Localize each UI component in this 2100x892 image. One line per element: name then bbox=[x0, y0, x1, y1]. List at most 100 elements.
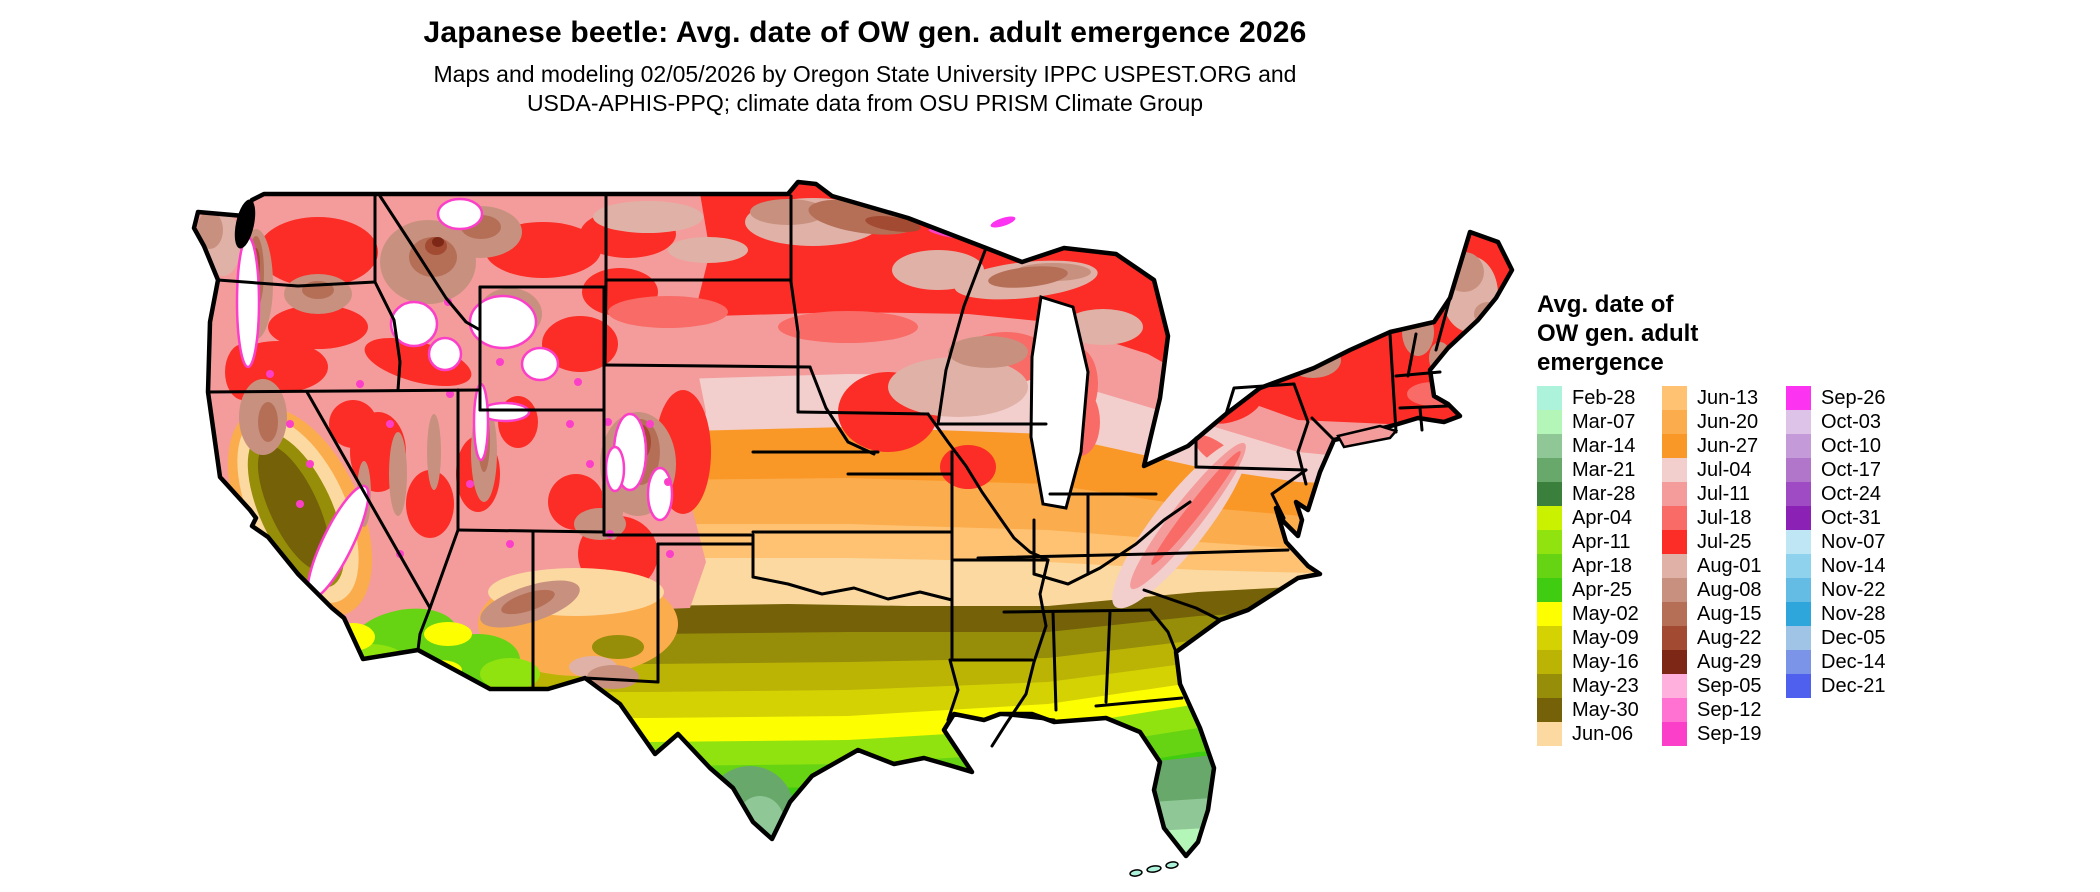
legend-title: Avg. date of OW gen. adult emergence bbox=[1537, 290, 1957, 377]
legend-color-swatch bbox=[1662, 674, 1687, 698]
legend-color-swatch bbox=[1662, 650, 1687, 674]
legend-date-label: Mar-21 bbox=[1572, 459, 1636, 481]
legend-item: Mar-07 bbox=[1537, 410, 1662, 434]
legend-color-swatch bbox=[1662, 386, 1687, 410]
legend-column-3: Sep-26 Oct-03 Oct-10 Oct-17 Oct-24 Oct-31 Nov-… bbox=[1786, 386, 1911, 698]
legend-date-label: May-02 bbox=[1572, 603, 1639, 625]
legend-item: Jul-11 bbox=[1662, 482, 1786, 506]
legend-color-swatch bbox=[1537, 554, 1562, 578]
legend-color-swatch bbox=[1662, 626, 1687, 650]
legend-item: Nov-07 bbox=[1786, 530, 1911, 554]
legend-color-swatch bbox=[1786, 626, 1811, 650]
legend-color-swatch bbox=[1786, 578, 1811, 602]
legend-date-label: May-16 bbox=[1572, 651, 1639, 673]
legend-color-swatch bbox=[1537, 698, 1562, 722]
legend-color-swatch bbox=[1662, 434, 1687, 458]
legend-color-swatch bbox=[1662, 482, 1687, 506]
legend-color-swatch bbox=[1537, 602, 1562, 626]
legend-item: Oct-03 bbox=[1786, 410, 1911, 434]
legend-date-label: Sep-26 bbox=[1821, 387, 1886, 409]
legend-date-label: Nov-28 bbox=[1821, 603, 1886, 625]
legend-date-label: Mar-28 bbox=[1572, 483, 1636, 505]
legend-item: Feb-28 bbox=[1537, 386, 1662, 410]
state-borders bbox=[206, 194, 1452, 748]
legend-item: Dec-05 bbox=[1786, 626, 1911, 650]
appalachian-red-streak bbox=[1151, 451, 1241, 565]
legend-item: May-09 bbox=[1537, 626, 1662, 650]
legend-date-label: Nov-07 bbox=[1821, 531, 1886, 553]
legend-item: Nov-22 bbox=[1786, 578, 1911, 602]
isle-royale bbox=[990, 216, 1016, 228]
legend-color-swatch bbox=[1662, 410, 1687, 434]
legend-color-swatch bbox=[1786, 506, 1811, 530]
legend-color-swatch bbox=[1786, 554, 1811, 578]
legend-item: Mar-14 bbox=[1537, 434, 1662, 458]
legend-item: Aug-01 bbox=[1662, 554, 1786, 578]
legend-date-label: Oct-17 bbox=[1821, 459, 1882, 481]
map-title: Japanese beetle: Avg. date of OW gen. ad… bbox=[423, 16, 1307, 49]
legend-date-label: Sep-19 bbox=[1697, 723, 1762, 745]
legend-date-label: Jul-11 bbox=[1697, 483, 1750, 505]
legend-date-label: May-09 bbox=[1572, 627, 1639, 649]
legend-color-swatch bbox=[1537, 722, 1562, 746]
legend-color-swatch bbox=[1662, 530, 1687, 554]
legend-date-label: Jun-06 bbox=[1572, 723, 1634, 745]
legend-item: May-02 bbox=[1537, 602, 1662, 626]
mountain-white-patches bbox=[235, 197, 674, 600]
legend-color-swatch bbox=[1537, 410, 1562, 434]
legend-item: Aug-15 bbox=[1662, 602, 1786, 626]
legend-item: Jul-04 bbox=[1662, 458, 1786, 482]
legend-color-swatch bbox=[1662, 578, 1687, 602]
legend-color-swatch bbox=[1662, 698, 1687, 722]
legend-color-swatch bbox=[1537, 434, 1562, 458]
puget-sound bbox=[234, 199, 256, 249]
legend-item: Jul-25 bbox=[1662, 530, 1786, 554]
legend-date-label: Sep-12 bbox=[1697, 699, 1762, 721]
florida-band-mar14 bbox=[1123, 796, 1243, 832]
legend-column-1: Feb-28 Mar-07 Mar-14 Mar-21 Mar-28 Apr-04 Apr-… bbox=[1537, 386, 1662, 746]
legend-title-line-2: OW gen. adult bbox=[1537, 320, 1699, 347]
legend-date-label: Jul-25 bbox=[1697, 531, 1752, 553]
legend-item: Sep-05 bbox=[1662, 674, 1786, 698]
legend-item: Aug-08 bbox=[1662, 578, 1786, 602]
legend-item: Apr-11 bbox=[1537, 530, 1662, 554]
legend-column-2: Jun-13 Jun-20 Jun-27 Jul-04 Jul-11 Jul-18 Jul-… bbox=[1662, 386, 1786, 746]
legend-item: Apr-18 bbox=[1537, 554, 1662, 578]
legend-color-swatch bbox=[1537, 506, 1562, 530]
legend-item: May-23 bbox=[1537, 674, 1662, 698]
legend-item: Mar-21 bbox=[1537, 458, 1662, 482]
legend-item: Apr-25 bbox=[1537, 578, 1662, 602]
legend-date-label: Apr-18 bbox=[1572, 555, 1633, 577]
legend-date-label: Aug-01 bbox=[1697, 555, 1762, 577]
map-subtitle: Maps and modeling 02/05/2026 by Oregon S… bbox=[0, 60, 1730, 118]
legend-item: Sep-12 bbox=[1662, 698, 1786, 722]
legend-date-label: Aug-22 bbox=[1697, 627, 1762, 649]
legend-date-label: Jun-20 bbox=[1697, 411, 1759, 433]
legend-date-label: May-23 bbox=[1572, 675, 1639, 697]
florida-keys bbox=[1129, 861, 1179, 877]
legend-color-swatch bbox=[1786, 602, 1811, 626]
legend-color-swatch bbox=[1662, 506, 1687, 530]
legend-date-label: Jun-13 bbox=[1697, 387, 1759, 409]
legend-color-swatch bbox=[1537, 626, 1562, 650]
legend-date-label: Mar-14 bbox=[1572, 435, 1636, 457]
legend-date-label: Aug-15 bbox=[1697, 603, 1762, 625]
map-subtitle-line-2: USDA-APHIS-PPQ; climate data from OSU PR… bbox=[526, 90, 1204, 116]
legend-date-label: Dec-14 bbox=[1821, 651, 1886, 673]
salton-green-patch bbox=[394, 650, 426, 690]
legend-date-label: Nov-14 bbox=[1821, 555, 1886, 577]
legend-date-label: Apr-25 bbox=[1572, 579, 1633, 601]
legend-color-swatch bbox=[1786, 674, 1811, 698]
legend-item: Sep-26 bbox=[1786, 386, 1911, 410]
legend-item: Apr-04 bbox=[1537, 506, 1662, 530]
legend-date-label: May-30 bbox=[1572, 699, 1639, 721]
southwest-olive-patch bbox=[592, 635, 644, 659]
legend-color-swatch bbox=[1537, 386, 1562, 410]
legend-date-label: Dec-21 bbox=[1821, 675, 1886, 697]
legend-item: May-16 bbox=[1537, 650, 1662, 674]
legend-date-label: Jul-04 bbox=[1697, 459, 1752, 481]
legend-date-label: Oct-24 bbox=[1821, 483, 1882, 505]
west-red-patches bbox=[225, 210, 1262, 592]
legend-color-swatch bbox=[1662, 458, 1687, 482]
legend-date-label: Feb-28 bbox=[1572, 387, 1636, 409]
